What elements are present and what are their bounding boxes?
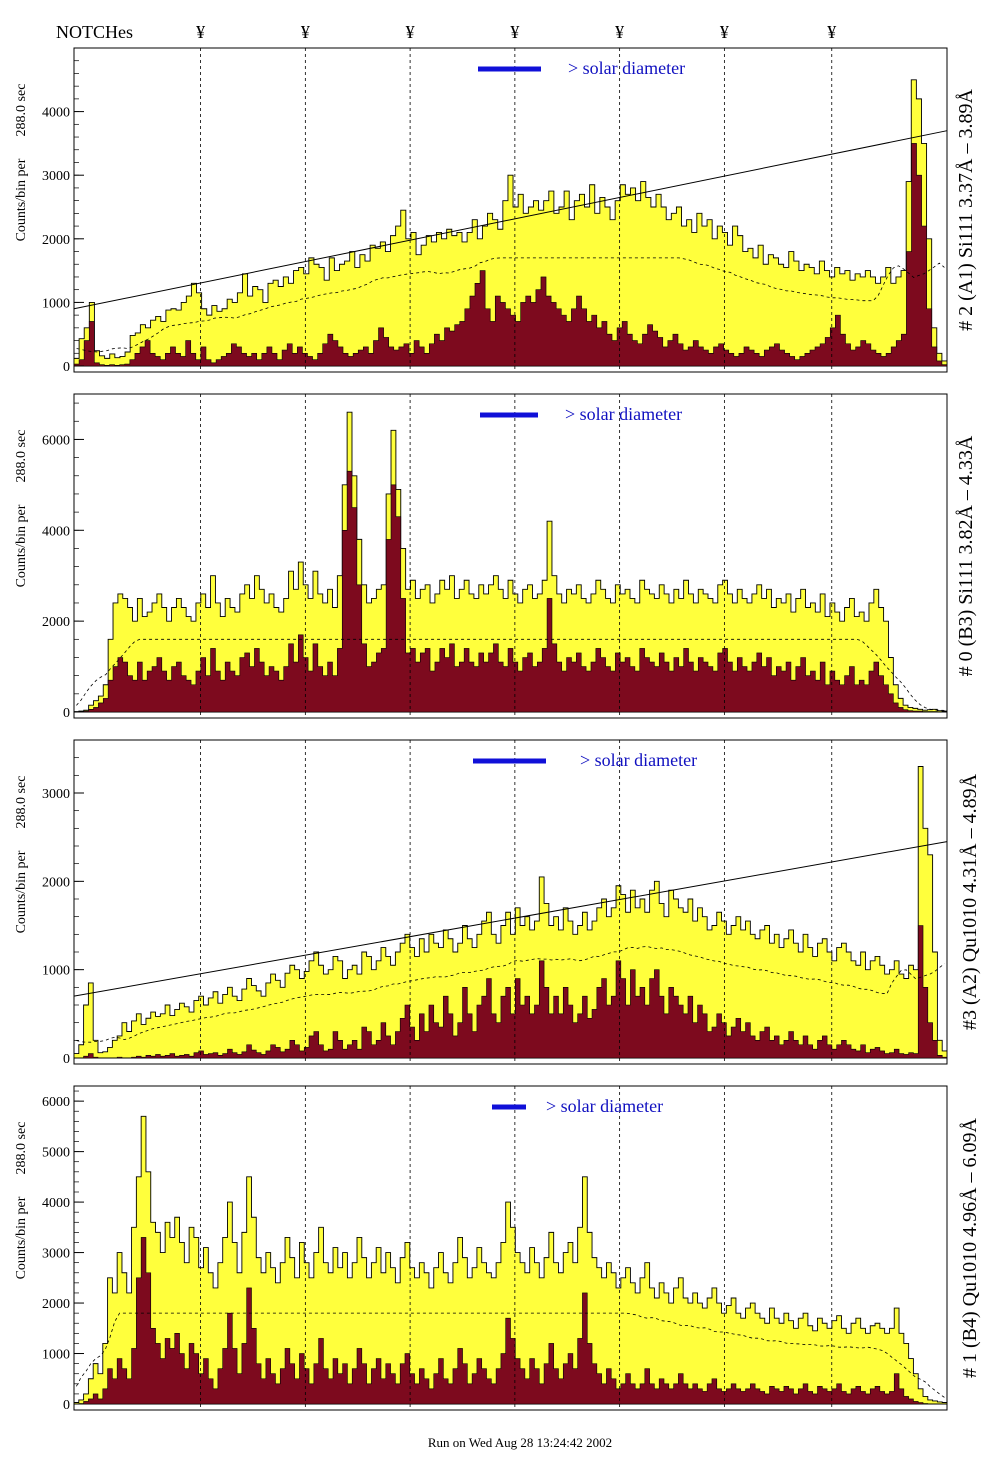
y-tick-label: 2000: [42, 615, 70, 630]
panel-title: # 0 (B3) Si111 3.82Å – 4.33Å: [955, 435, 977, 676]
peak-counts-histogram: [74, 1237, 947, 1405]
panel-title: #3 (A2) Qu1010 4.31Å – 4.89Å: [959, 773, 981, 1030]
y-axis-title: Counts/bin per: [14, 158, 29, 241]
trend-line: [73, 130, 948, 310]
chart-panels: 0 1000 2000 3000 4000 Counts/bin per 288.0 sec…: [14, 47, 981, 1413]
background-curve: [76, 638, 945, 711]
notch-symbol-6: ¥: [720, 22, 729, 42]
y-tick-label: 1000: [42, 1348, 70, 1363]
notches-label: NOTCHes: [56, 22, 133, 42]
exposure-label: 288.0 sec: [14, 430, 29, 483]
y-tick-label: 3000: [42, 169, 70, 184]
y-axis-title: Counts/bin per: [14, 850, 29, 933]
y-tick-label: 1000: [42, 296, 70, 311]
notch-symbol-4: ¥: [510, 22, 519, 42]
panel-4: 0 1000 2000 3000 4000 5000 6000 Counts/bin per 2…: [14, 1085, 981, 1413]
total-counts-histogram: [73, 766, 948, 1059]
panel-title: # 1 (B4) Qu1010 4.96Å – 6.09Å: [959, 1117, 981, 1378]
y-tick-label: 2000: [42, 1297, 70, 1312]
run-label: Run on Wed Aug 28 13:24:42 2002: [428, 1435, 612, 1450]
panel-2: 0 2000 4000 6000 Counts/bin per 288.0 sec > so…: [14, 393, 977, 721]
notch-symbols: ¥ ¥ ¥ ¥ ¥ ¥ ¥: [196, 22, 836, 42]
legend-label: > solar diameter: [565, 404, 682, 424]
y-tick-label: 2000: [42, 233, 70, 248]
legend-label: > solar diameter: [580, 750, 697, 770]
y-tick-label: 0: [63, 1052, 70, 1067]
panel-title: # 2 (A1) Si111 3.37Å – 3.89Å: [955, 89, 977, 331]
y-tick-label: 2000: [42, 875, 70, 890]
y-tick-label: 3000: [42, 1247, 70, 1262]
notch-symbol-7: ¥: [827, 22, 836, 42]
exposure-label: 288.0 sec: [14, 1122, 29, 1175]
peak-counts-histogram: [73, 143, 948, 367]
y-tick-label: 0: [63, 360, 70, 375]
total-counts-histogram: [73, 411, 948, 713]
legend-label: > solar diameter: [546, 1096, 663, 1116]
y-tick-label: 4000: [42, 106, 70, 121]
panel-3: 0 1000 2000 3000 Counts/bin per 288.0 sec > so…: [14, 739, 981, 1067]
y-tick-label: 6000: [42, 1095, 70, 1110]
peak-counts-histogram: [74, 470, 948, 713]
y-tick-label: 4000: [42, 1196, 70, 1211]
y-tick-label: 4000: [42, 524, 70, 539]
background-curve: [76, 257, 945, 353]
y-axis-title: Counts/bin per: [14, 504, 29, 587]
total-counts-histogram: [73, 1115, 948, 1405]
notch-symbol-5: ¥: [615, 22, 624, 42]
y-tick-label: 3000: [42, 787, 70, 802]
panel-1: 0 1000 2000 3000 4000 Counts/bin per 288.0 sec…: [14, 47, 977, 375]
background-curve: [76, 1312, 945, 1398]
trend-line: [73, 841, 948, 997]
exposure-label: 288.0 sec: [14, 776, 29, 829]
y-tick-label: 1000: [42, 964, 70, 979]
y-tick-label: 0: [63, 706, 70, 721]
notch-symbol-1: ¥: [196, 22, 205, 42]
background-curve: [76, 946, 945, 1043]
legend-label: > solar diameter: [568, 58, 685, 78]
header: NOTCHes ¥ ¥ ¥ ¥ ¥ ¥ ¥: [56, 22, 836, 42]
y-tick-label: 6000: [42, 433, 70, 448]
y-tick-label: 5000: [42, 1146, 70, 1161]
peak-counts-histogram: [74, 925, 948, 1059]
exposure-label: 288.0 sec: [14, 84, 29, 137]
y-tick-label: 0: [63, 1398, 70, 1413]
total-counts-histogram: [73, 79, 948, 367]
notch-symbol-3: ¥: [406, 22, 415, 42]
notch-symbol-2: ¥: [301, 22, 310, 42]
y-axis-title: Counts/bin per: [14, 1196, 29, 1279]
